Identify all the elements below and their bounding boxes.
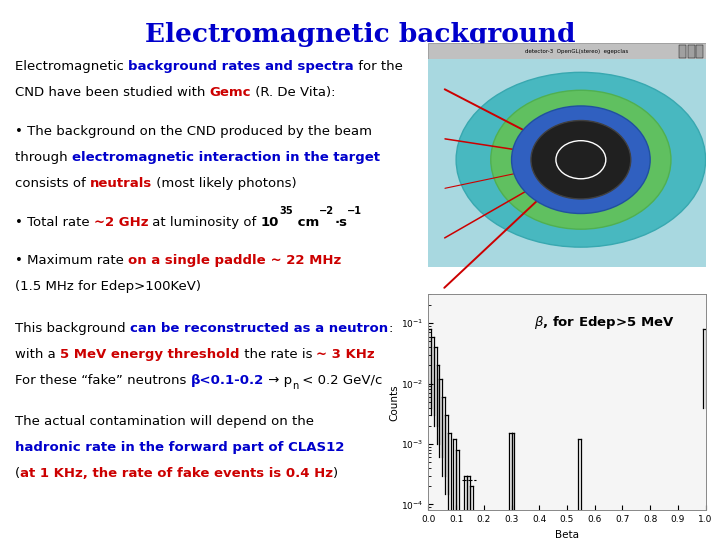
Text: This background: This background: [15, 322, 130, 335]
Text: ~2 GHz: ~2 GHz: [94, 215, 148, 228]
Text: (1.5 MHz for Edep>100KeV): (1.5 MHz for Edep>100KeV): [15, 280, 201, 293]
Text: −2: −2: [319, 206, 334, 217]
Text: $\beta$, for Edep>5 MeV: $\beta$, for Edep>5 MeV: [534, 314, 674, 330]
Text: detector-3  OpenGL(stereo)  egepclas: detector-3 OpenGL(stereo) egepclas: [526, 49, 629, 53]
Bar: [679, 45, 686, 58]
Ellipse shape: [511, 106, 650, 213]
Text: → p: → p: [264, 374, 292, 387]
Text: electromagnetic interaction in the target: electromagnetic interaction in the targe…: [72, 151, 380, 164]
Bar: [688, 45, 695, 58]
Ellipse shape: [491, 90, 671, 229]
Text: 10: 10: [261, 215, 279, 228]
Text: • Total rate: • Total rate: [15, 215, 94, 228]
Text: 5 MeV energy threshold: 5 MeV energy threshold: [60, 348, 240, 361]
Text: neutrals: neutrals: [90, 177, 152, 190]
Text: β<0.1-0.2: β<0.1-0.2: [191, 374, 264, 387]
Text: • The background on the CND produced by the beam: • The background on the CND produced by …: [15, 125, 372, 138]
Text: CND have been studied with: CND have been studied with: [15, 86, 210, 99]
Ellipse shape: [456, 72, 706, 247]
X-axis label: Beta: Beta: [555, 530, 579, 539]
Text: consists of: consists of: [15, 177, 90, 190]
Text: on a single paddle: on a single paddle: [128, 254, 266, 267]
Bar: [696, 45, 703, 58]
Text: Electromagnetic background: Electromagnetic background: [145, 22, 575, 47]
Text: −1: −1: [347, 206, 362, 217]
Text: 35: 35: [279, 206, 293, 217]
Y-axis label: Counts: Counts: [390, 384, 400, 421]
Text: (R. De Vita):: (R. De Vita):: [251, 86, 336, 99]
Text: cm: cm: [293, 215, 319, 228]
Text: background rates and spectra: background rates and spectra: [128, 60, 354, 73]
Text: The actual contamination will depend on the: The actual contamination will depend on …: [15, 415, 314, 428]
Text: ~ 22 MHz: ~ 22 MHz: [266, 254, 341, 267]
Text: < 0.2 GeV/c: < 0.2 GeV/c: [298, 374, 382, 387]
Text: through: through: [15, 151, 72, 164]
Text: (most likely photons): (most likely photons): [152, 177, 297, 190]
Text: the rate is: the rate is: [240, 348, 316, 361]
Text: n: n: [292, 381, 298, 391]
Bar: [428, 43, 706, 59]
Text: (: (: [15, 467, 20, 480]
Ellipse shape: [531, 120, 631, 199]
Text: for the: for the: [354, 60, 402, 73]
Text: ): ): [333, 467, 338, 480]
Text: ~ 3 KHz: ~ 3 KHz: [316, 348, 375, 361]
Text: can be reconstructed as a neutron: can be reconstructed as a neutron: [130, 322, 388, 335]
Text: :: :: [388, 322, 392, 335]
Text: hadronic rate in the forward part of CLAS12: hadronic rate in the forward part of CLA…: [15, 441, 344, 454]
Text: with a: with a: [15, 348, 60, 361]
Text: ·s: ·s: [334, 215, 347, 228]
Text: For these “fake” neutrons: For these “fake” neutrons: [15, 374, 191, 387]
Text: at luminosity of: at luminosity of: [148, 215, 261, 228]
Text: Gemc: Gemc: [210, 86, 251, 99]
Text: Electromagnetic: Electromagnetic: [15, 60, 128, 73]
Text: • Maximum rate: • Maximum rate: [15, 254, 128, 267]
Text: at 1 KHz, the rate of fake events is 0.4 Hz: at 1 KHz, the rate of fake events is 0.4…: [20, 467, 333, 480]
